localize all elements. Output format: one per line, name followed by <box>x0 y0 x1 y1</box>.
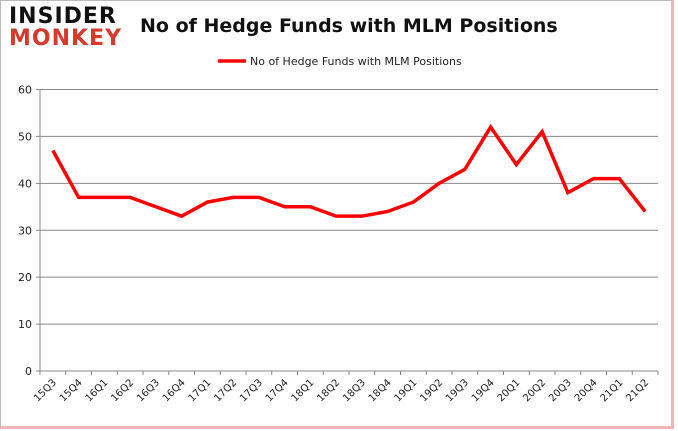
y-tick-label: 30 <box>18 224 32 237</box>
x-tick-label: 16Q2 <box>109 377 136 404</box>
chart-title: No of Hedge Funds with MLM Positions <box>140 15 558 37</box>
x-tick-label: 17Q2 <box>212 377 239 404</box>
x-tick-label: 20Q3 <box>547 377 574 404</box>
x-tick-label: 19Q1 <box>393 377 420 404</box>
x-tick-label: 15Q3 <box>32 377 59 404</box>
x-tick-label: 19Q2 <box>418 377 445 404</box>
x-tick-label: 20Q1 <box>496 377 523 404</box>
series-line <box>51 123 647 219</box>
x-tick-label: 18Q3 <box>341 377 368 404</box>
y-tick-label: 20 <box>18 271 32 284</box>
insider-monkey-logo: INSIDER MONKEY <box>9 6 122 50</box>
x-tick-label: 20Q4 <box>573 377 600 404</box>
x-tick-label: 16Q1 <box>84 377 111 404</box>
y-tick-label: 0 <box>25 365 32 378</box>
x-tick-label: 15Q4 <box>58 377 85 404</box>
legend-label: No of Hedge Funds with MLM Positions <box>250 55 462 68</box>
y-tick-label: 40 <box>18 177 32 190</box>
x-tick-label: 21Q2 <box>624 377 651 404</box>
x-tick-label: 18Q4 <box>367 377 394 404</box>
y-tick-label: 60 <box>18 84 32 97</box>
x-tick-label: 17Q1 <box>187 377 214 404</box>
x-tick-label: 16Q4 <box>161 377 188 404</box>
x-tick-label: 19Q3 <box>444 377 471 404</box>
x-tick-label: 19Q4 <box>470 377 497 404</box>
x-tick-label: 21Q1 <box>599 377 626 404</box>
logo-line-1: INSIDER <box>9 4 117 29</box>
x-tick-label: 20Q2 <box>521 377 548 404</box>
y-tick-label: 10 <box>18 318 32 331</box>
logo-line-2: MONKEY <box>9 26 123 51</box>
x-tick-label: 17Q4 <box>264 377 291 404</box>
x-tick-label: 18Q2 <box>315 377 342 404</box>
x-tick-label: 17Q3 <box>238 377 265 404</box>
x-tick-label: 16Q3 <box>135 377 162 404</box>
y-tick-label: 50 <box>18 130 32 143</box>
x-tick-label: 18Q1 <box>290 377 317 404</box>
